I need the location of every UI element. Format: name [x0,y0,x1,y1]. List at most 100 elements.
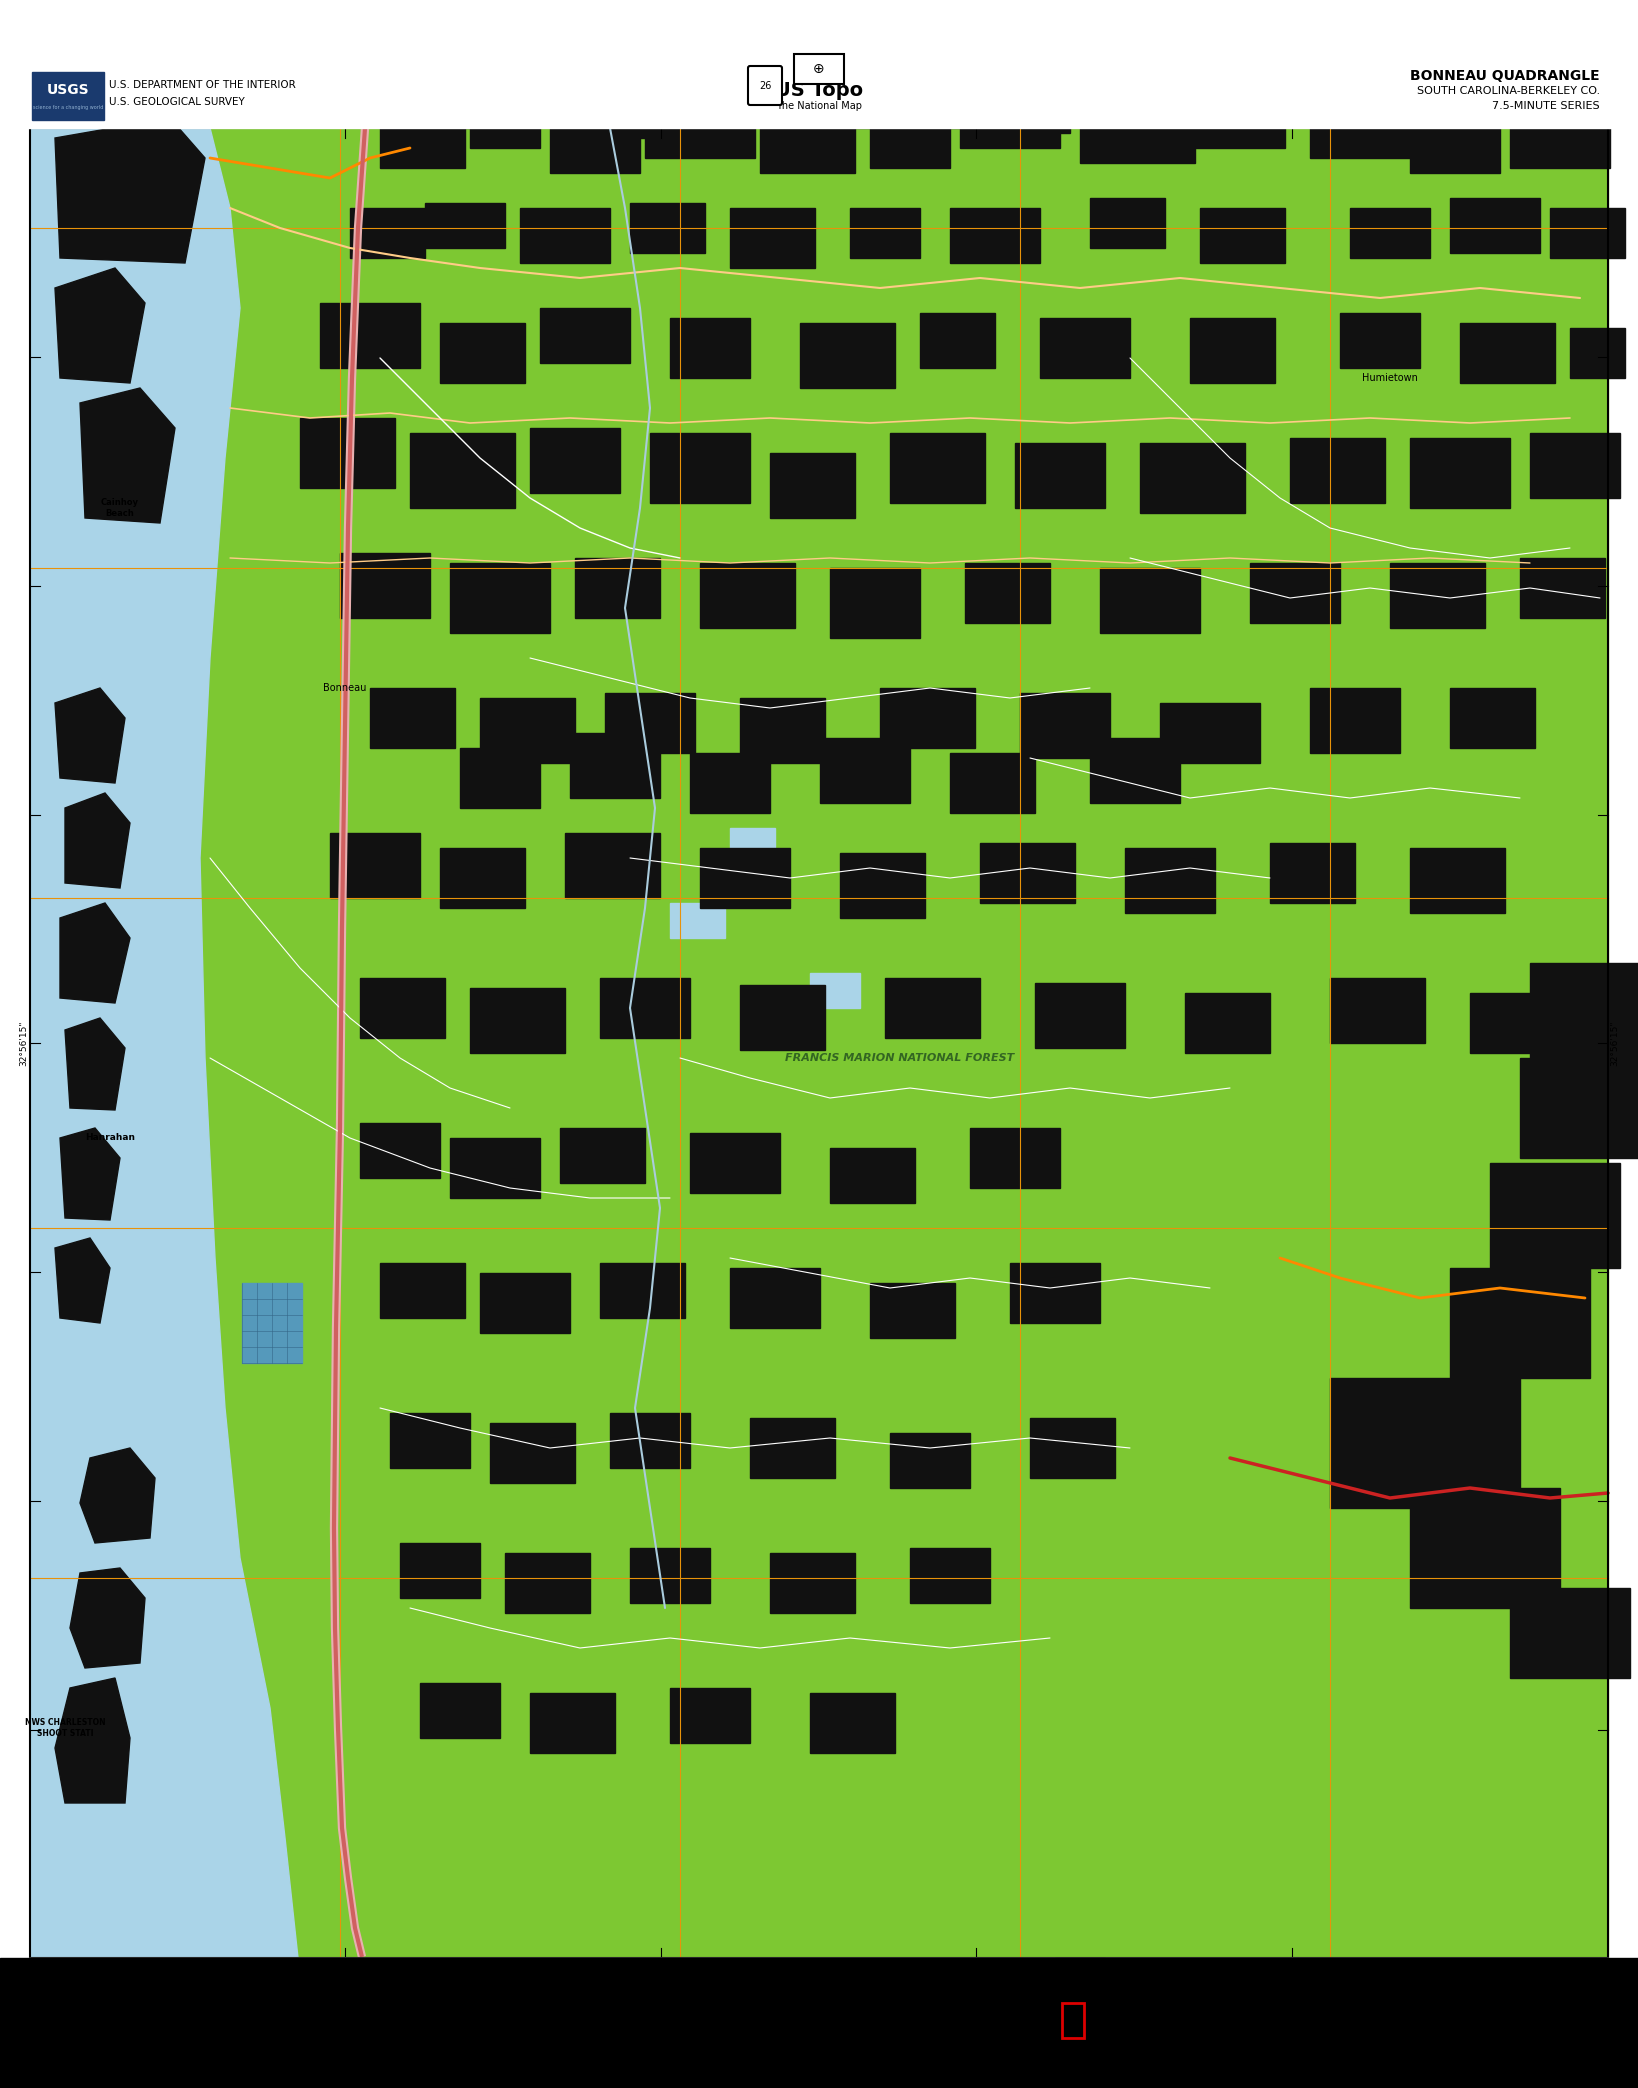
Polygon shape [56,689,124,783]
Bar [1520,557,1605,618]
Bar [731,209,816,267]
Bar [1189,317,1274,382]
Bar [441,324,526,382]
Polygon shape [56,267,146,382]
Text: 32°52'30": 32°52'30" [1610,1961,1638,1969]
Bar [531,1693,614,1754]
Bar [1330,977,1425,1044]
Bar [830,1148,916,1203]
Text: 80°00': 80°00' [804,117,834,125]
Bar [855,63,960,127]
Bar [668,1971,719,1984]
Bar [811,1693,894,1754]
Bar [1016,443,1106,507]
Text: Produced by the United States Geological Survey: Produced by the United States Geological… [33,1969,219,1977]
Bar [1391,564,1486,628]
Polygon shape [56,1679,129,1804]
Bar [768,1971,819,1984]
Bar [480,697,575,762]
Bar [1291,438,1386,503]
Text: US Route: US Route [1374,1992,1410,2002]
Bar [699,564,794,628]
Bar [870,109,950,167]
Text: US Topo: US Topo [775,81,863,100]
Bar [319,303,419,367]
Text: Local Road: Local Road [1261,1984,1304,1994]
Bar [911,1547,989,1604]
Bar [550,113,640,173]
Bar [1510,1589,1630,1679]
Bar [90,438,120,457]
Bar [1459,324,1554,382]
Polygon shape [80,1447,156,1543]
Bar [560,1128,645,1184]
Bar [1089,198,1165,248]
Polygon shape [70,1568,146,1668]
Text: Secondary Hwy: Secondary Hwy [1261,1977,1322,1986]
Bar [889,1432,970,1489]
Polygon shape [80,388,175,522]
Text: SC: SC [1071,1971,1089,1984]
Bar [609,69,726,138]
Text: 1,000-foot grid, South Carolina (South), NAD83: 1,000-foot grid, South Carolina (South),… [33,1992,197,1998]
Bar [1040,317,1130,378]
Text: 32°56'15": 32°56'15" [1610,1021,1618,1065]
Bar [921,313,994,367]
Bar [1410,848,1505,912]
Text: NWS CHARLESTON
SHOOT STATI: NWS CHARLESTON SHOOT STATI [25,1718,105,1737]
Bar [360,1123,441,1178]
Text: 32°56'15": 32°56'15" [20,1021,28,1065]
Bar [870,1971,919,1984]
Text: SCALE 1:24 000: SCALE 1:24 000 [775,1961,863,1971]
Text: Humietown: Humietown [1363,374,1419,382]
Bar [840,854,925,919]
Bar [519,209,609,263]
Bar [760,102,855,173]
Bar [1410,438,1510,507]
Bar [719,1971,768,1984]
Bar [950,209,1040,263]
Bar [1184,994,1269,1052]
Bar [1089,737,1179,804]
Bar [29,127,1609,1959]
Bar [33,71,103,119]
Text: ⊕: ⊕ [812,63,826,75]
Polygon shape [56,119,205,263]
Bar [124,750,165,779]
Text: 26: 26 [758,81,771,92]
Bar [300,418,395,489]
Bar [575,557,660,618]
Bar [1609,127,1638,1959]
Bar [1035,983,1125,1048]
Text: science for a changing world: science for a changing world [33,106,103,111]
Bar [505,63,595,119]
Bar [441,848,526,908]
Bar [645,94,755,159]
Bar [400,1543,480,1597]
Bar [811,973,860,1009]
Bar [740,986,826,1050]
Bar [770,1553,855,1614]
Bar [631,1547,709,1604]
Bar [1450,198,1540,253]
Text: 80°07'30": 80°07'30" [29,117,75,125]
Bar [360,977,446,1038]
Bar [965,564,1050,622]
Bar [600,1263,685,1318]
Polygon shape [56,1238,110,1324]
Polygon shape [29,127,298,1959]
Polygon shape [61,1128,120,1219]
Bar [1340,313,1420,367]
Bar [1061,2002,1084,2038]
Bar [1269,844,1355,902]
Bar [1520,1059,1638,1159]
Bar [1410,1489,1559,1608]
Bar [650,432,750,503]
Text: 79°52'30": 79°52'30" [1563,117,1609,125]
Bar [450,564,550,633]
Bar [0,1959,1638,2088]
Text: ROAD CLASSIFICATION: ROAD CLASSIFICATION [1201,1963,1305,1971]
Bar [960,94,1060,148]
Bar [329,833,419,898]
Bar [670,902,726,938]
